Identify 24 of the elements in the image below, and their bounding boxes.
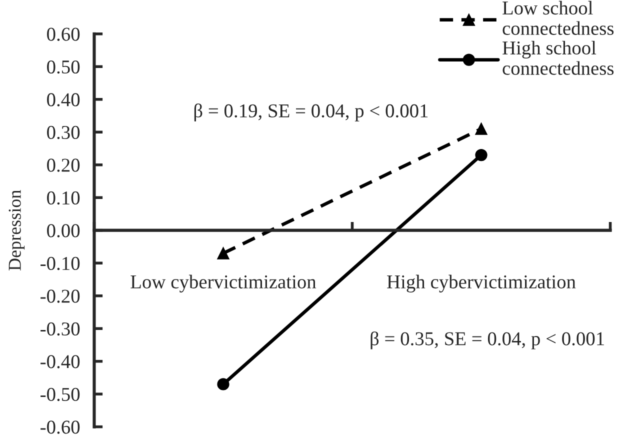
x-tick-label: High cybervictimization (387, 274, 576, 292)
legend-label: High school connectedness (502, 40, 614, 75)
y-tick-label: -0.50 (40, 388, 80, 402)
legend-label: Low school connectedness (502, 0, 614, 35)
point (217, 378, 230, 390)
y-tick-label: -0.20 (40, 290, 80, 303)
y-tick-label: 0.10 (47, 191, 80, 205)
y-tick-label: -0.30 (40, 322, 80, 336)
y-tick-label: 0.50 (47, 60, 80, 74)
y-tick-label: 0.40 (47, 93, 80, 106)
x-tick-label: Low cybervictimization (130, 274, 316, 292)
y-tick-label: 0.30 (47, 126, 80, 140)
point (217, 247, 230, 260)
point (475, 148, 488, 162)
y-tick-label: -0.60 (40, 420, 80, 434)
annotation: β = 0.35, SE = 0.04, p < 0.001 (370, 331, 604, 350)
y-tick-label: 0.20 (47, 158, 80, 172)
y-tick-label: -0.10 (40, 256, 80, 270)
annotation: β = 0.19, SE = 0.04, p < 0.001 (194, 104, 428, 122)
y-axis-title: Depression (8, 190, 25, 270)
y-tick-label: 0.60 (47, 28, 80, 41)
point (475, 122, 488, 135)
y-tick-label: -0.40 (40, 355, 80, 368)
y-tick-label: 0.00 (47, 224, 80, 238)
